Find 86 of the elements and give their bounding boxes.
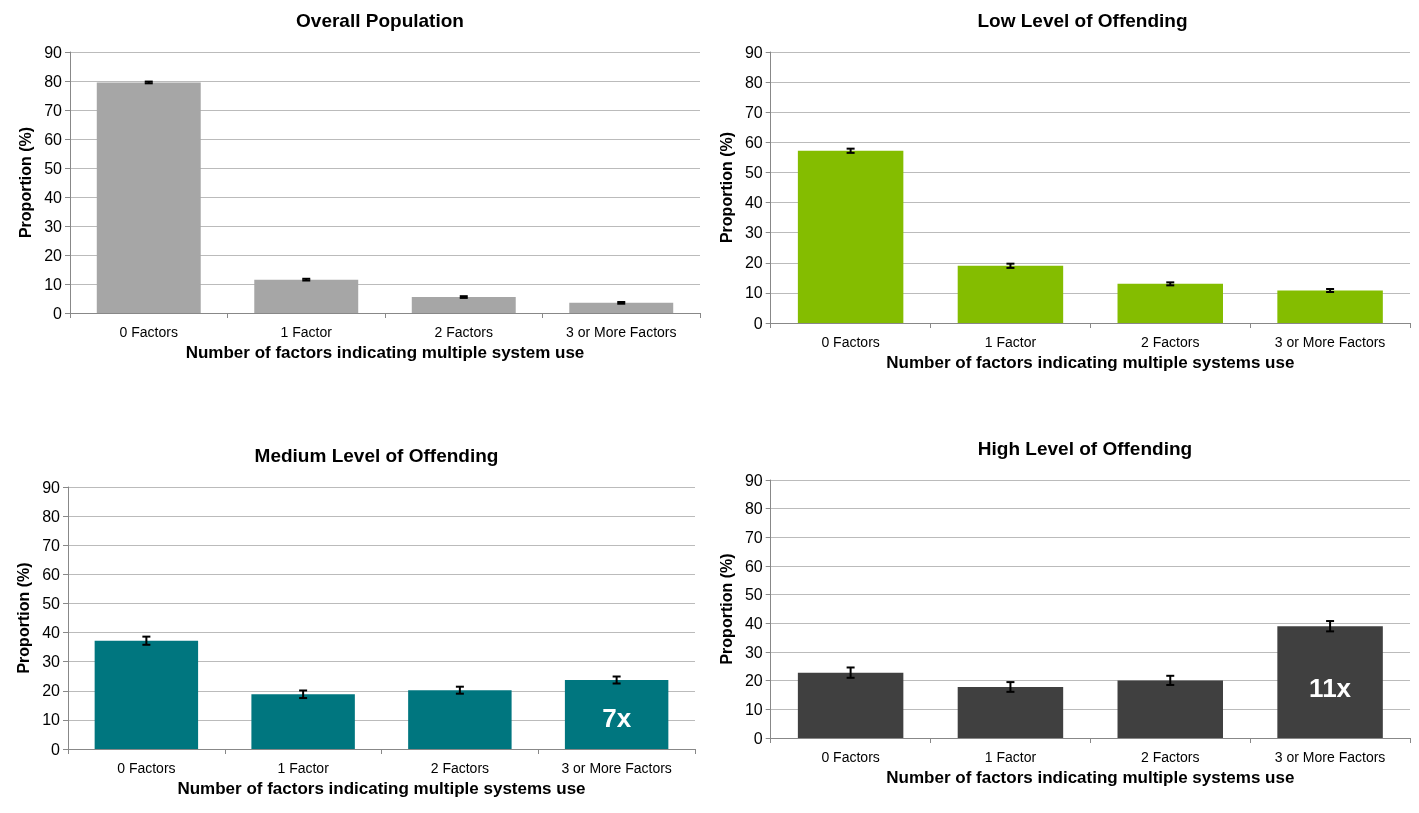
y-tick-label: 60	[42, 565, 61, 583]
chart-title: Medium Level of Offending	[254, 445, 499, 466]
x-axis-title: Number of factors indicating multiple system use	[185, 342, 585, 362]
bar	[957, 265, 1064, 323]
x-tick-label: 2 Factors	[1141, 749, 1200, 765]
x-tick-label: 2 Factors	[430, 760, 490, 776]
y-axis-title: Proportion (%)	[717, 553, 735, 665]
x-tick-label: 0 Factors	[117, 760, 176, 776]
chart-title: High Level of Offending	[977, 438, 1193, 459]
y-tick-label: 0	[753, 314, 763, 332]
x-tick-label: 3 or More Factors	[566, 324, 677, 340]
x-tick-label: 1 Factor	[984, 334, 1037, 350]
chart-title: Overall Population	[296, 10, 464, 31]
y-tick-label: 10	[744, 700, 763, 718]
x-tick-label: 0 Factors	[821, 334, 880, 350]
y-tick-label: 50	[44, 159, 63, 177]
bar	[1117, 680, 1223, 738]
y-tick-label: 50	[744, 586, 763, 604]
x-axis-title: Number of factors indicating multiple systems use	[886, 767, 1295, 787]
y-tick-label: 80	[42, 507, 61, 525]
y-tick-label: 70	[744, 528, 763, 546]
bar	[797, 672, 904, 738]
y-tick-label: 90	[42, 478, 61, 496]
x-tick-label: 0 Factors	[119, 324, 178, 340]
y-tick-label: 20	[44, 246, 63, 264]
y-tick-label: 10	[744, 284, 763, 302]
x-tick-label: 2 Factors	[434, 324, 493, 340]
annotation: 11x	[1309, 672, 1352, 703]
y-tick-label: 20	[744, 254, 763, 272]
y-tick-label: 70	[42, 536, 61, 554]
y-tick-label: 40	[44, 188, 63, 206]
y-tick-label: 90	[44, 43, 63, 61]
bar	[411, 297, 516, 313]
y-tick-label: 40	[744, 194, 763, 212]
bar	[564, 680, 669, 749]
bar	[96, 82, 201, 313]
y-tick-label: 10	[44, 275, 63, 293]
annotation: 7x	[602, 702, 632, 733]
y-tick-label: 60	[44, 130, 63, 148]
y-tick-label: 10	[42, 711, 61, 729]
y-tick-label: 80	[44, 72, 63, 90]
bar	[797, 150, 904, 323]
y-tick-label: 30	[744, 643, 763, 661]
y-tick-label: 0	[53, 304, 63, 322]
x-tick-label: 3 or More Factors	[1274, 749, 1386, 765]
y-tick-label: 70	[44, 101, 63, 119]
y-tick-label: 30	[42, 653, 61, 671]
y-tick-label: 80	[744, 73, 763, 91]
x-tick-label: 1 Factor	[280, 324, 333, 340]
bar	[1277, 290, 1383, 323]
x-axis-title: Number of factors indicating multiple systems use	[886, 352, 1295, 372]
x-tick-label: 1 Factor	[277, 760, 330, 776]
y-axis-title: Proportion (%)	[14, 562, 32, 674]
y-axis-title: Proportion (%)	[16, 126, 34, 239]
x-axis-title: Number of factors indicating multiple systems use	[177, 778, 586, 798]
y-tick-label: 80	[744, 500, 763, 518]
y-tick-label: 50	[744, 163, 763, 181]
y-tick-label: 60	[744, 557, 763, 575]
bar	[251, 694, 355, 749]
x-tick-label: 3 or More Factors	[1274, 334, 1386, 350]
x-tick-label: 3 or More Factors	[561, 760, 672, 776]
y-tick-label: 20	[744, 672, 763, 690]
chart-title: Low Level of Offending	[977, 10, 1188, 31]
bar	[408, 690, 512, 749]
x-tick-label: 0 Factors	[821, 749, 880, 765]
x-tick-label: 2 Factors	[1141, 334, 1200, 350]
y-tick-label: 0	[51, 740, 61, 758]
y-tick-label: 60	[744, 133, 763, 151]
y-tick-label: 70	[744, 103, 763, 121]
y-tick-label: 90	[744, 43, 763, 61]
y-tick-label: 20	[42, 682, 61, 700]
y-tick-label: 40	[42, 624, 61, 642]
y-tick-label: 50	[42, 594, 61, 612]
bar	[94, 640, 199, 749]
y-tick-label: 30	[44, 217, 63, 235]
y-tick-label: 30	[744, 224, 763, 242]
bar	[1277, 626, 1383, 738]
y-tick-label: 0	[753, 729, 763, 747]
bar	[569, 302, 674, 313]
bar	[957, 686, 1064, 738]
y-tick-label: 40	[744, 614, 763, 632]
y-axis-title: Proportion (%)	[717, 131, 735, 244]
x-tick-label: 1 Factor	[984, 749, 1037, 765]
bar	[254, 279, 359, 313]
y-tick-label: 90	[744, 471, 763, 489]
bar	[1117, 283, 1223, 323]
